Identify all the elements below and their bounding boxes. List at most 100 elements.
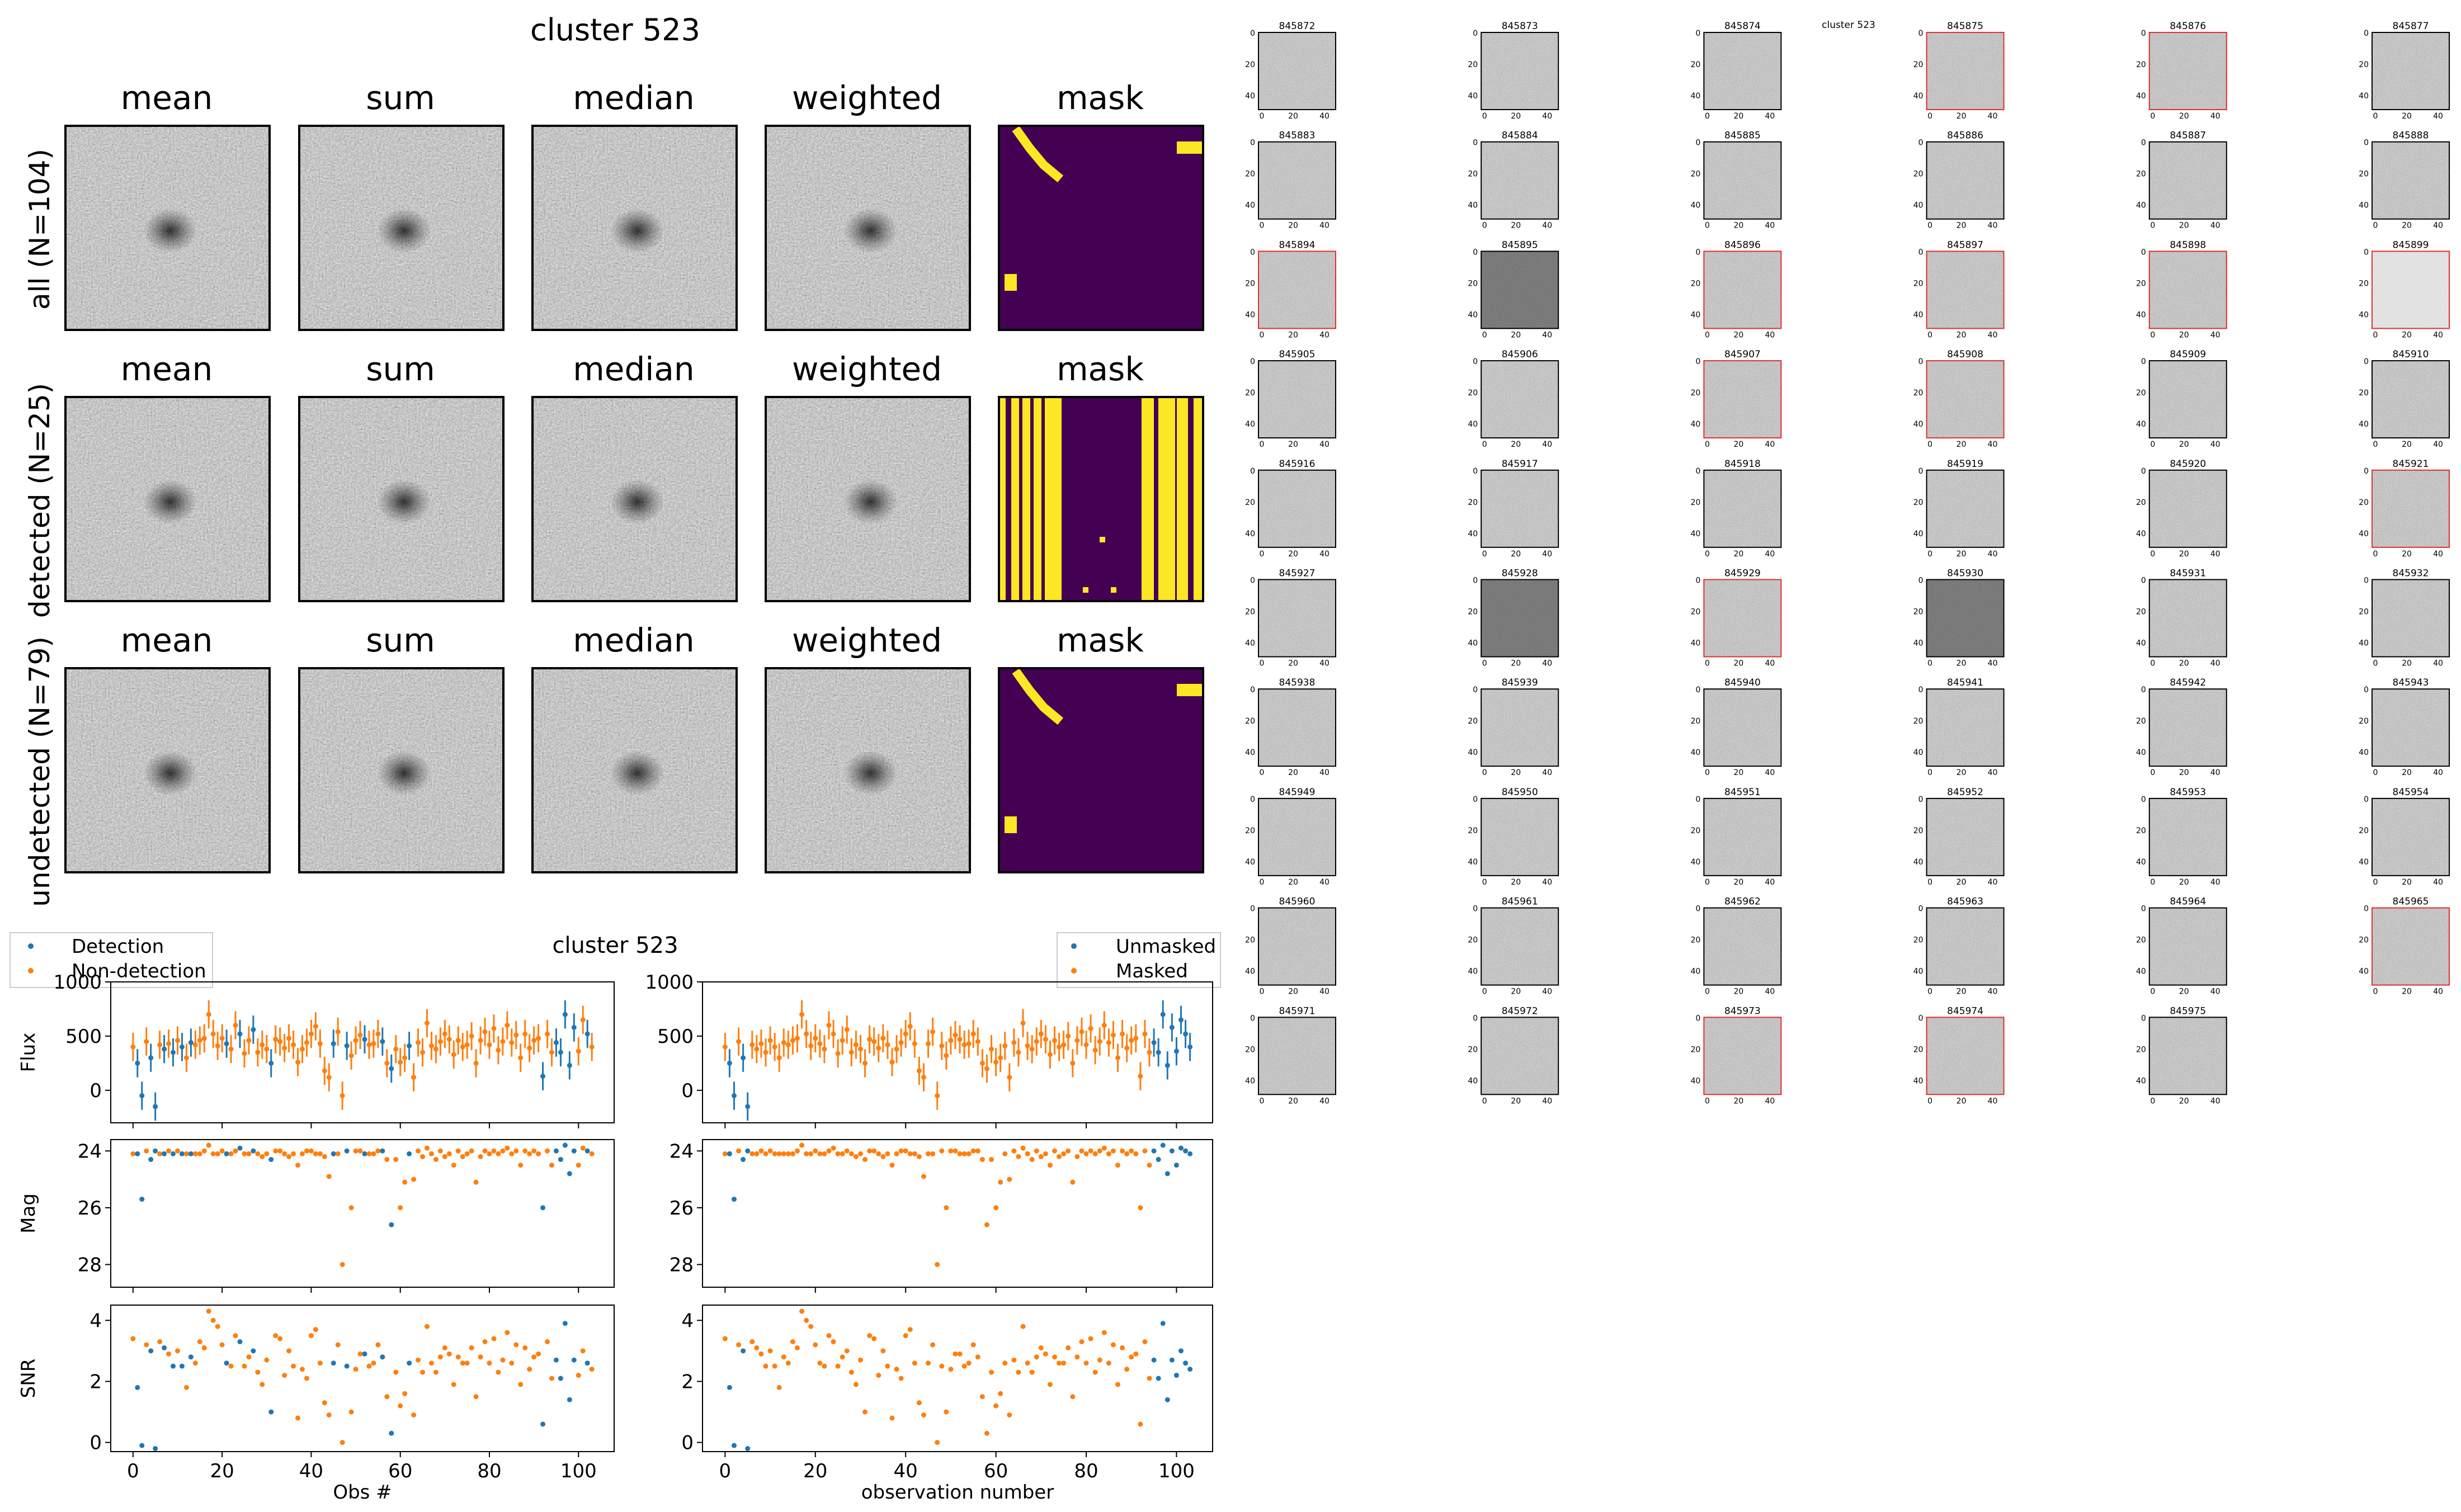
- mask-blob: [1005, 816, 1017, 833]
- data-point: [1034, 1148, 1039, 1154]
- data-point: [1043, 1037, 1048, 1042]
- xtick-label: 80: [477, 1460, 501, 1482]
- data-point: [188, 1354, 194, 1360]
- data-point: [313, 1023, 318, 1029]
- data-point: [754, 1151, 760, 1156]
- mask-pixel: [1083, 587, 1088, 593]
- data-point: [1079, 1029, 1085, 1034]
- stamp-845898: 845898 0 20 40 0 20 40: [2136, 239, 2227, 339]
- data-point: [308, 1333, 314, 1339]
- stamp-frame: [1926, 251, 2005, 329]
- data-point: [1101, 1145, 1107, 1151]
- data-point: [979, 1394, 985, 1400]
- stamp-image: [1704, 689, 1781, 767]
- data-point: [487, 1151, 492, 1156]
- data-point: [375, 1148, 381, 1154]
- data-point: [571, 1357, 577, 1363]
- stamp-ytick: 0: [1473, 905, 1478, 914]
- coadd-panel-mean: [64, 396, 271, 602]
- mask-background: [999, 126, 1203, 330]
- stamp-xtick: 20: [2179, 1097, 2189, 1105]
- data-point: [171, 1363, 176, 1369]
- data-point: [1156, 1050, 1161, 1055]
- stamp-xtick: 40: [1765, 987, 1775, 996]
- stamp-frame: [2148, 907, 2227, 986]
- data-point: [371, 1360, 376, 1366]
- data-point: [188, 1040, 194, 1046]
- data-point: [1025, 1043, 1030, 1048]
- data-point: [192, 1042, 198, 1047]
- stamp-xtick: 40: [1988, 768, 1998, 777]
- stamp-ytick: 20: [1468, 717, 1478, 726]
- stamp-xtick: 40: [1988, 987, 1998, 996]
- data-point: [340, 1093, 345, 1099]
- stamp-frame: [2372, 469, 2450, 548]
- stamp-ytick: 0: [2364, 467, 2369, 476]
- stamp-ytick: 40: [2359, 201, 2369, 210]
- data-point: [741, 1348, 746, 1354]
- stamp-ytick: 20: [1245, 717, 1255, 726]
- data-point: [817, 1360, 823, 1366]
- stamp-ytick: 20: [1913, 170, 1923, 179]
- data-point: [885, 1363, 890, 1369]
- data-point: [1074, 1038, 1080, 1043]
- data-point: [540, 1074, 546, 1079]
- stamp-title: 845939: [1502, 677, 1538, 688]
- data-point: [763, 1151, 769, 1156]
- stamp-image: [1258, 32, 1336, 110]
- data-point: [135, 1060, 140, 1066]
- data-point: [455, 1038, 461, 1043]
- stamp-frame: [1481, 141, 1559, 220]
- data-point: [844, 1027, 850, 1032]
- stamp-xtick: 40: [2433, 330, 2443, 339]
- stamp-xtick: 40: [1765, 878, 1775, 887]
- data-point: [130, 1151, 136, 1156]
- data-point: [1142, 1339, 1148, 1344]
- coadd-image-grid: [64, 125, 1204, 873]
- data-point: [353, 1148, 359, 1154]
- stamp-ytick: 40: [2136, 748, 2146, 757]
- data-point: [491, 1336, 497, 1341]
- data-point: [130, 1336, 136, 1341]
- mask-column: [1022, 397, 1030, 601]
- data-point: [749, 1339, 755, 1344]
- data-point: [153, 1148, 158, 1154]
- data-point: [322, 1400, 327, 1406]
- data-point: [1160, 1012, 1166, 1017]
- data-point: [340, 1440, 345, 1445]
- data-point: [894, 1367, 899, 1372]
- stamp-xtick: 0: [1482, 440, 1487, 449]
- data-point: [562, 1142, 568, 1148]
- data-point: [451, 1163, 456, 1168]
- data-point: [1002, 1043, 1008, 1048]
- data-point: [389, 1066, 394, 1071]
- data-point: [1066, 1148, 1071, 1154]
- data-point: [183, 1055, 189, 1061]
- stamp-image: [1926, 251, 2004, 329]
- data-point: [1066, 1033, 1071, 1039]
- stamp-frame: [1703, 1017, 1782, 1095]
- data-point: [295, 1415, 301, 1421]
- data-point: [549, 1050, 554, 1055]
- stamp-xtick: 20: [2402, 550, 2412, 559]
- stamp-ytick: 40: [2359, 310, 2369, 319]
- stamp-xtick: 0: [1927, 550, 1932, 559]
- data-point: [1147, 1163, 1152, 1168]
- data-point: [794, 1036, 800, 1041]
- stamp-xtick: 0: [1260, 440, 1265, 449]
- data-point: [1047, 1382, 1053, 1387]
- stamp-frame: [2148, 797, 2227, 876]
- data-point: [1178, 1348, 1184, 1354]
- stamp-845872: 845872 0 20 40 0 20 40: [1245, 21, 1336, 121]
- data-point: [1169, 1024, 1175, 1030]
- stamp-xtick: 20: [2402, 659, 2412, 668]
- coadd-panel-weighted: [765, 396, 971, 602]
- stamp-ytick: 40: [1468, 748, 1478, 757]
- stamp-ytick: 40: [2136, 858, 2146, 867]
- stamp-845886: 845886 0 20 40 0 20 40: [1913, 130, 2005, 230]
- mask-pixel: [1111, 587, 1116, 593]
- panel-frame: [998, 396, 1204, 602]
- stamp-845930: 845930 0 20 40 0 20 40: [1913, 568, 2005, 668]
- stamp-845950: 845950 0 20 40 0 20 40: [1468, 787, 1559, 887]
- data-point: [260, 1382, 265, 1387]
